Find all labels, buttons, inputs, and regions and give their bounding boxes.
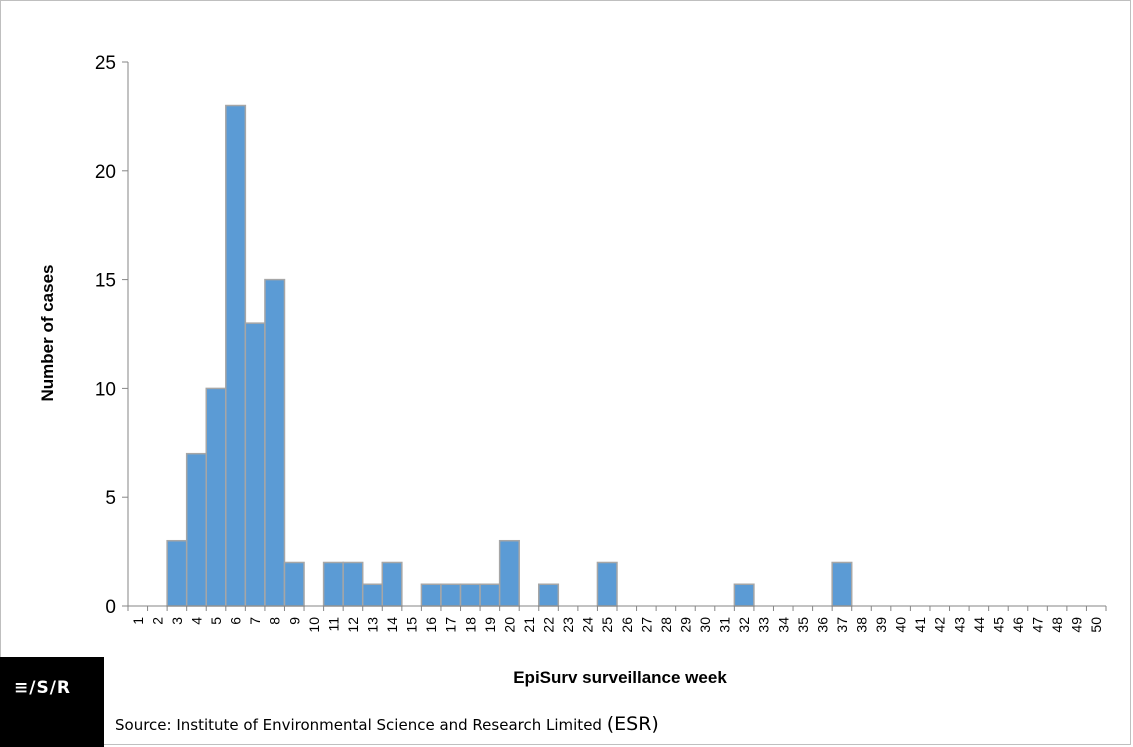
x-tick-label: 11 [325, 617, 341, 632]
bar [185, 452, 207, 607]
y-tick-label: 25 [95, 53, 116, 74]
x-tick-label: 28 [658, 617, 674, 633]
x-tick-label: 10 [306, 617, 322, 633]
x-tick-label: 14 [384, 617, 400, 633]
bar [498, 539, 520, 607]
bar [322, 561, 344, 607]
x-tick-label: 12 [345, 617, 361, 633]
x-tick-label: 34 [775, 617, 791, 633]
x-tick-label: 4 [188, 617, 204, 625]
y-tick-label: 10 [95, 379, 116, 400]
source-note: Source: Institute of Environmental Scien… [115, 713, 659, 735]
x-tick-label: 46 [1010, 617, 1026, 633]
x-tick-label: 41 [912, 617, 928, 633]
x-tick-label: 5 [208, 617, 224, 625]
bar [264, 278, 286, 607]
x-tick-label: 39 [873, 617, 889, 633]
bar [733, 583, 755, 607]
bar [440, 583, 462, 607]
x-tick-label: 25 [599, 617, 615, 633]
x-tick-label: 45 [990, 617, 1006, 633]
x-tick-label: 22 [541, 617, 557, 633]
x-tick-label: 35 [795, 617, 811, 633]
bar [459, 583, 481, 607]
bar [381, 561, 403, 607]
bar [596, 561, 618, 607]
x-tick-label: 30 [697, 617, 713, 633]
x-tick-label: 38 [854, 617, 870, 633]
x-tick-label: 29 [677, 617, 693, 633]
x-tick-label: 19 [482, 617, 498, 633]
x-tick-label: 1 [130, 617, 146, 625]
esr-logo-text: ≡/S/R [14, 678, 71, 698]
bar [205, 387, 227, 607]
x-tick-label: 13 [365, 617, 381, 633]
bar [420, 583, 442, 607]
x-tick-label: 18 [462, 617, 478, 633]
x-tick-label: 17 [443, 617, 459, 633]
x-tick-label: 43 [951, 617, 967, 633]
x-tick-label: 16 [423, 617, 439, 633]
bar [283, 561, 305, 607]
y-tick-label: 15 [95, 271, 116, 292]
bar [166, 539, 188, 607]
bar [361, 583, 384, 607]
bar [225, 104, 247, 607]
x-tick-label: 49 [1069, 617, 1085, 633]
bar [244, 322, 266, 607]
y-tick-label: 20 [95, 162, 116, 183]
bar [831, 561, 853, 607]
x-tick-label: 36 [814, 617, 830, 633]
x-tick-label: 37 [834, 617, 850, 633]
x-tick-label: 50 [1088, 617, 1104, 633]
source-abbreviation: (ESR) [606, 713, 659, 735]
x-tick-label: 2 [149, 617, 165, 625]
x-tick-label: 23 [560, 617, 576, 633]
bar [342, 561, 364, 607]
esr-logo: ≡/S/R [0, 657, 104, 747]
x-tick-label: 26 [619, 617, 635, 633]
x-tick-label: 6 [228, 617, 244, 625]
y-tick-label: 0 [105, 597, 116, 618]
x-tick-label: 9 [286, 617, 302, 625]
x-tick-label: 48 [1049, 617, 1065, 633]
x-tick-label: 15 [404, 617, 420, 633]
x-tick-label: 32 [736, 617, 752, 633]
bar [538, 583, 560, 607]
x-tick-label: 20 [501, 617, 517, 633]
x-tick-label: 24 [580, 617, 596, 633]
x-tick-label: 27 [638, 617, 654, 633]
x-tick-label: 31 [717, 617, 733, 633]
y-axis-title: Number of cases [38, 264, 57, 402]
x-tick-label: 7 [247, 617, 263, 625]
bar [479, 583, 501, 607]
x-tick-label: 3 [169, 617, 185, 625]
x-tick-label: 40 [893, 617, 909, 633]
x-axis-title: EpiSurv surveillance week [513, 668, 727, 687]
x-tick-label: 21 [521, 617, 537, 633]
x-tick-label: 33 [756, 617, 772, 633]
x-tick-label: 8 [267, 617, 283, 625]
x-tick-label: 42 [932, 617, 948, 633]
y-tick-label: 5 [105, 488, 116, 509]
x-tick-label: 44 [971, 617, 987, 633]
source-text: Source: Institute of Environmental Scien… [115, 716, 607, 734]
x-tick-label: 47 [1030, 617, 1046, 633]
